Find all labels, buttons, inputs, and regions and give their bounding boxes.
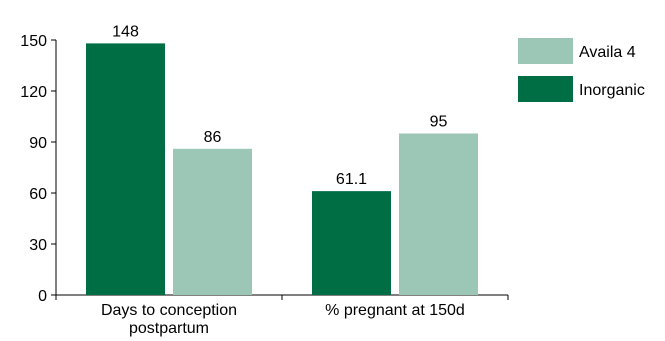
- bar-availa-4: [173, 149, 252, 295]
- data-label: 148: [112, 23, 139, 40]
- x-category-label-line: Days to conception: [101, 302, 237, 319]
- data-label: 61.1: [336, 171, 367, 188]
- bar-inorganic: [86, 43, 165, 295]
- y-tick-label: 0: [38, 288, 47, 305]
- bar-availa-4: [399, 134, 478, 296]
- legend-label: Availa 4: [579, 44, 636, 61]
- chart-legend: Availa 4 Inorganic: [518, 38, 645, 102]
- x-category-label-line: postpartum: [129, 320, 209, 337]
- legend-swatch: [518, 38, 573, 64]
- x-category-label-line: % pregnant at 150d: [325, 302, 465, 319]
- y-tick-label: 120: [20, 84, 47, 101]
- legend-swatch: [518, 76, 573, 102]
- y-tick-label: 60: [29, 186, 47, 203]
- y-tick-label: 150: [20, 33, 47, 50]
- chart-bars: [86, 43, 478, 295]
- y-tick-label: 90: [29, 135, 47, 152]
- y-tick-label: 30: [29, 237, 47, 254]
- bar-inorganic: [312, 191, 391, 295]
- x-category-label: Days to conception postpartum: [101, 302, 237, 337]
- data-label: 95: [430, 114, 448, 131]
- legend-label: Inorganic: [579, 82, 645, 99]
- x-category-label: % pregnant at 150d: [325, 302, 465, 319]
- data-label: 86: [204, 129, 222, 146]
